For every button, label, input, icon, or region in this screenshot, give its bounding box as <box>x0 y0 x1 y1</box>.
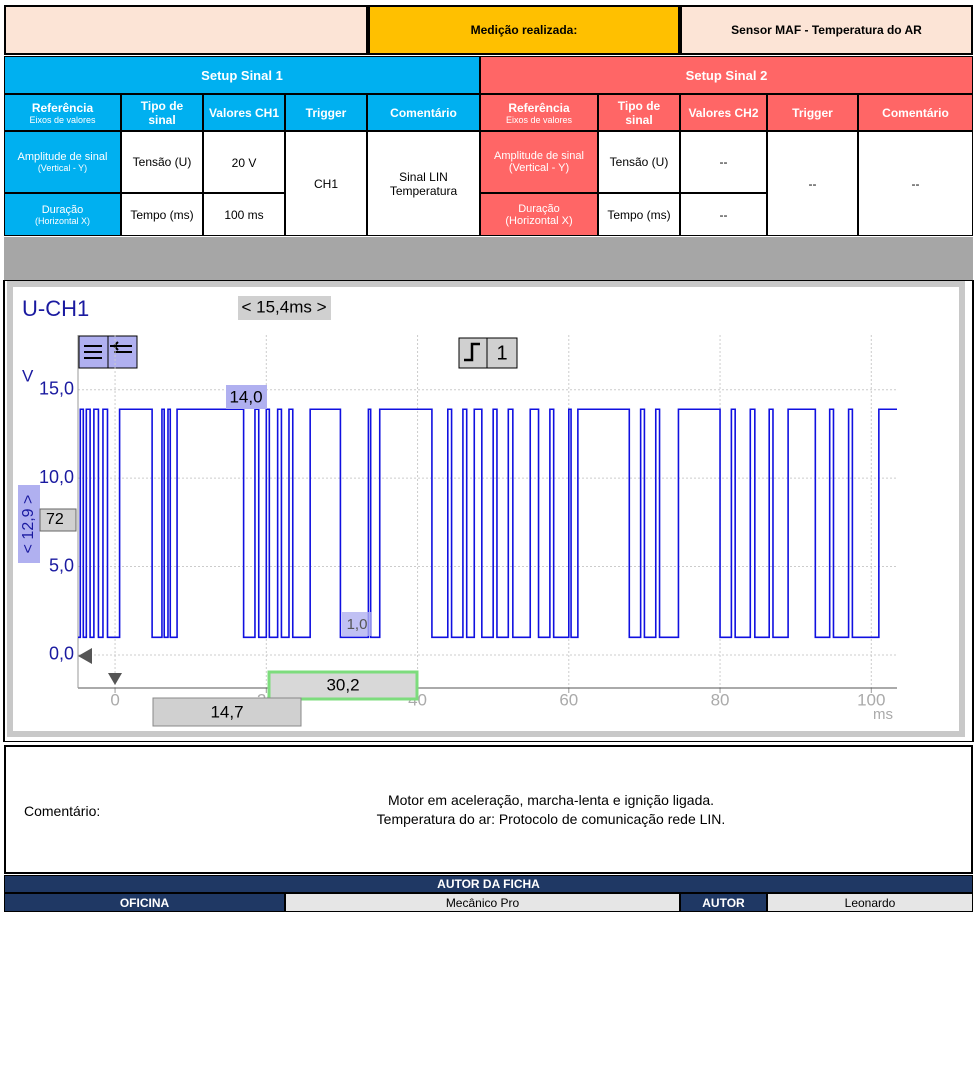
comment-line: Temperatura do ar: Protocolo de comunica… <box>376 811 726 827</box>
cursor-level: 14,0 <box>229 387 262 406</box>
comment-line: Motor em aceleração, marcha-lenta e igni… <box>387 792 715 808</box>
col-header: Referência Eixos de valores <box>4 94 121 131</box>
row-ref: Duração (Horizontal X) <box>4 193 121 236</box>
y-tick-label: 0,0 <box>49 644 74 664</box>
col-header: Tipo de sinal <box>598 94 680 131</box>
cell: Tensão (U) <box>598 131 680 193</box>
period-label: < 15,4ms > <box>241 297 326 316</box>
tool-glyph <box>84 341 132 359</box>
row-ref: Amplitude de sinal (Vertical - Y) <box>4 131 121 193</box>
col-header-main: Referência <box>31 100 94 115</box>
setup-title: Setup Sinal 1 <box>4 56 480 94</box>
cell: 20 V <box>203 131 285 193</box>
cell: Tempo (ms) <box>121 193 203 236</box>
trigger-channel: 1 <box>496 342 507 364</box>
low-marker: 1,0 <box>347 616 368 633</box>
author-label: AUTOR <box>680 893 767 912</box>
col-header: Trigger <box>767 94 858 131</box>
cell: -- <box>680 193 767 236</box>
col-header: Tipo de sinal <box>121 94 203 131</box>
col-header: Comentário <box>858 94 973 131</box>
cell: -- <box>767 131 858 236</box>
col-header: Valores CH1 <box>203 94 285 131</box>
low-box <box>342 612 372 636</box>
x-cursor: 30,2 <box>326 675 359 694</box>
offset: 72 <box>46 511 64 528</box>
x-tick-label: 80 <box>711 690 730 709</box>
cell: -- <box>858 131 973 236</box>
cell: CH1 <box>285 131 367 236</box>
header-blank <box>4 5 368 55</box>
signal-trace <box>78 408 897 639</box>
period-box <box>238 296 331 320</box>
setup-title: Setup Sinal 2 <box>480 56 973 94</box>
ref-sub: (Vertical - Y) <box>508 162 570 174</box>
comment-box: Comentário: Motor em aceleração, marcha-… <box>4 745 973 874</box>
y-unit: V <box>22 366 34 385</box>
cell: 100 ms <box>203 193 285 236</box>
y-tick-label: 10,0 <box>39 467 74 487</box>
ref-main: Duração <box>41 203 84 216</box>
header-label: Medição realizada: <box>368 5 680 55</box>
workshop-label: OFICINA <box>4 893 285 912</box>
row-ref: Amplitude de sinal (Vertical - Y) <box>480 131 598 193</box>
ref-main: Duração <box>518 202 560 215</box>
offset-box <box>39 508 77 532</box>
trigger-glyph <box>464 342 480 362</box>
col-header: Trigger <box>285 94 367 131</box>
col-header-sub: Eixos de valores <box>505 114 573 125</box>
cell: Tensão (U) <box>121 131 203 193</box>
x-tick-label: 60 <box>559 690 578 709</box>
x-tick-label: 100 <box>857 690 885 709</box>
y-tick-label: 5,0 <box>49 555 74 575</box>
separator <box>4 237 973 280</box>
cursor-box <box>226 385 267 409</box>
ref-main: Amplitude de sinal <box>494 150 584 162</box>
col-header: Valores CH2 <box>680 94 767 131</box>
cell: -- <box>680 131 767 193</box>
x-unit: ms <box>873 706 893 723</box>
row-ref: Duração (Horizontal X) <box>480 193 598 236</box>
oscilloscope: U-CH1 < 15,4ms > 1 V ms 0,05,010,015,002… <box>3 280 974 742</box>
trigger-channel-box <box>486 337 518 369</box>
x-left: 14,7 <box>210 702 243 721</box>
ref-sub: (Horizontal X) <box>505 214 573 227</box>
x-left-box <box>152 697 302 727</box>
col-header: Comentário <box>367 94 480 131</box>
cell: Sinal LIN Temperatura <box>367 131 480 236</box>
x-tick-label: 0 <box>110 690 119 709</box>
x-cursor-box <box>267 670 419 701</box>
trigger-marker <box>108 673 122 685</box>
zero-marker <box>78 648 92 664</box>
y-span-box <box>18 485 40 563</box>
comment-text: Motor em aceleração, marcha-lenta e igni… <box>306 791 796 829</box>
workshop: Mecânico Pro <box>285 893 680 912</box>
ref-sub: (Vertical - Y) <box>37 163 88 173</box>
y-span: < 12,9 > <box>20 495 37 554</box>
header-value: Sensor MAF - Temperatura do AR <box>680 5 973 55</box>
ref-sub: (Horizontal X) <box>34 215 90 226</box>
col-header-sub: Eixos de valores <box>29 114 96 125</box>
ref-main: Amplitude de sinal <box>17 151 108 163</box>
author: Leonardo <box>767 893 973 912</box>
comment-label: Comentário: <box>24 803 101 819</box>
y-tick-label: 15,0 <box>39 379 74 399</box>
col-header: Referência Eixos de valores <box>480 94 598 131</box>
footer-title: AUTOR DA FICHA <box>4 875 973 893</box>
channel-label: U-CH1 <box>22 296 89 321</box>
cell: Tempo (ms) <box>598 193 680 236</box>
col-header-main: Referência <box>508 100 570 115</box>
